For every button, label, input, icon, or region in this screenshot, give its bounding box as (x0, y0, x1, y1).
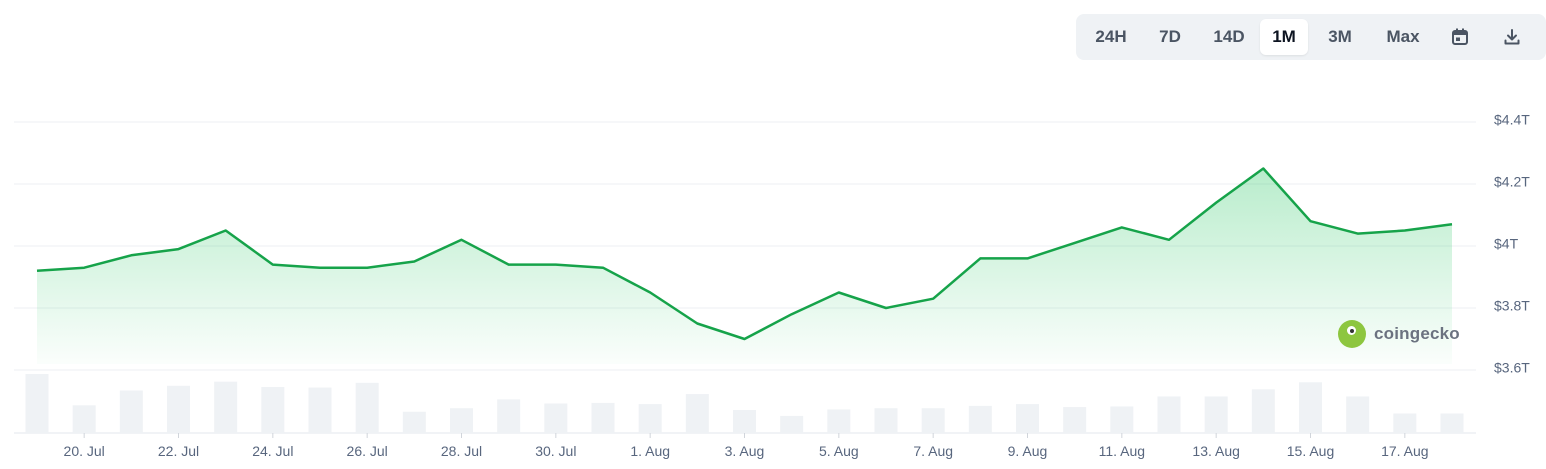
coingecko-watermark: coingecko (1338, 320, 1460, 348)
volume-bar (450, 408, 473, 433)
volume-bar (1204, 396, 1228, 433)
x-tick-label: 28. Jul (441, 443, 482, 459)
range-1m-button[interactable]: 1M (1260, 19, 1308, 55)
y-tick-label: $3.6T (1494, 360, 1530, 376)
range-14d-button[interactable]: 14D (1213, 27, 1245, 46)
volume-bar (1016, 404, 1039, 433)
range-max-button[interactable]: Max (1386, 27, 1420, 46)
calendar-button[interactable] (1434, 19, 1486, 55)
range-3m-button[interactable]: 3M (1328, 27, 1352, 46)
y-tick-label: $3.8T (1494, 298, 1530, 314)
y-tick-label: $4.4T (1494, 112, 1530, 128)
volume-bar (544, 403, 568, 433)
volume-bar (968, 405, 992, 433)
y-axis-ticks: $3.6T $3.8T $4T $4.2T $4.4T (1494, 112, 1530, 376)
download-button[interactable] (1486, 19, 1538, 55)
volume-bar (1157, 396, 1181, 433)
volume-bar (25, 374, 49, 433)
volume-bar (308, 387, 332, 433)
volume-bar (921, 408, 945, 433)
x-tick-label: 1. Aug (630, 443, 670, 459)
calendar-icon (1452, 28, 1468, 45)
x-axis-ticks: 20. Jul 22. Jul 24. Jul 26. Jul 28. Jul 30. J… (64, 433, 1429, 459)
x-tick-label: 22. Jul (158, 443, 199, 459)
volume-bar (1110, 406, 1134, 433)
volume-bar (1393, 413, 1417, 433)
volume-bar (1440, 413, 1464, 433)
range-24h-button[interactable]: 24H (1095, 27, 1127, 46)
x-tick-label: 20. Jul (64, 443, 105, 459)
volume-bar (497, 399, 521, 433)
market-cap-line (36, 167, 1453, 341)
x-tick-label: 26. Jul (347, 443, 388, 459)
volume-bar (874, 408, 898, 433)
volume-bar (355, 382, 379, 433)
volume-bar (167, 385, 190, 433)
volume-bar (780, 415, 804, 433)
x-tick-label: 11. Aug (1099, 443, 1145, 459)
volume-bar (685, 394, 709, 433)
volume-bar (72, 405, 96, 433)
volume-bar (402, 411, 426, 433)
volume-bar (638, 404, 662, 433)
volume-bar (119, 390, 143, 433)
x-tick-label: 3. Aug (725, 443, 765, 459)
volume-bar (1299, 382, 1322, 433)
x-tick-label: 30. Jul (535, 443, 576, 459)
watermark-text: coingecko (1374, 324, 1460, 343)
volume-bar (827, 409, 851, 433)
x-tick-label: 7. Aug (913, 443, 953, 459)
market-cap-area (37, 168, 1452, 364)
volume-bar (261, 386, 285, 433)
volume-bars (25, 374, 1464, 433)
volume-bar (214, 381, 238, 433)
x-tick-label: 13. Aug (1192, 443, 1240, 459)
y-tick-label: $4.2T (1494, 174, 1530, 190)
range-7d-button[interactable]: 7D (1159, 27, 1181, 46)
gecko-logo-icon (1338, 320, 1366, 348)
volume-bar (1346, 396, 1370, 433)
volume-bar (1251, 389, 1275, 433)
x-tick-label: 17. Aug (1381, 443, 1429, 459)
volume-bar (591, 402, 615, 433)
x-tick-label: 5. Aug (819, 443, 859, 459)
download-icon (1504, 29, 1520, 45)
y-tick-label: $4T (1494, 236, 1519, 252)
x-tick-label: 15. Aug (1287, 443, 1335, 459)
volume-bar (733, 409, 756, 433)
x-tick-label: 9. Aug (1008, 443, 1048, 459)
x-tick-label: 24. Jul (252, 443, 293, 459)
volume-bar (1063, 407, 1087, 433)
range-selector: 24H 7D 14D 1M 3M Max (1076, 14, 1546, 60)
